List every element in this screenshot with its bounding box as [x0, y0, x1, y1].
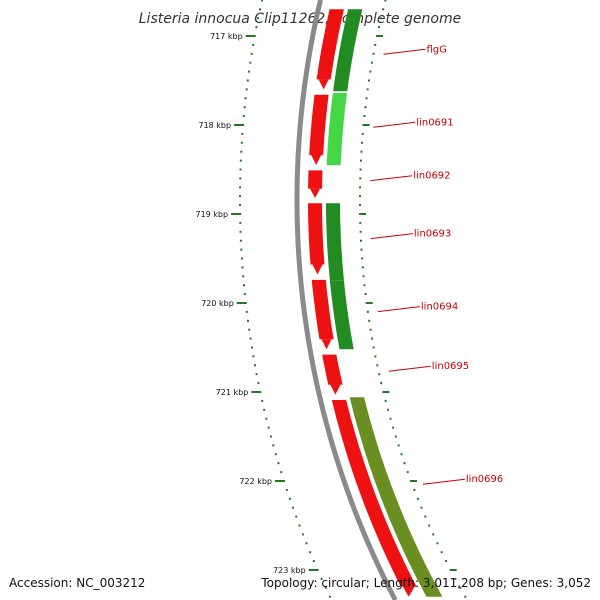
label-leader [388, 365, 431, 372]
reverse-gene-flgG [333, 9, 363, 92]
gene-label-lin0692[interactable]: lin0692 [413, 171, 450, 182]
label-leader [383, 48, 426, 55]
scale-ticks: 717 kbp 718 kbp 719 kbp 720 kbp 721 kbp 722 k… [195, 0, 467, 598]
forward-gene [322, 354, 343, 385]
label-leader [370, 233, 413, 240]
reverse-gene-lin0693 [326, 203, 344, 281]
tick-label: 717 kbp [210, 32, 243, 41]
reverse-gene-lin0696 [349, 397, 443, 597]
reverse-gene-lin0691 [326, 93, 347, 166]
forward-gene-head [310, 188, 321, 198]
tick-label: 722 kbp [239, 477, 272, 486]
label-leader [422, 478, 465, 485]
gene-label-lin0693[interactable]: lin0693 [414, 229, 451, 240]
tick-label: 721 kbp [216, 388, 249, 397]
forward-gene-head [330, 384, 341, 395]
label-leader [373, 121, 416, 128]
forward-gene [308, 203, 325, 265]
genome-backbone [294, 0, 398, 600]
forward-gene [308, 170, 323, 189]
forward-gene-head [312, 264, 323, 275]
gene-label-lin0696[interactable]: lin0696 [466, 474, 503, 485]
forward-gene [309, 94, 329, 156]
tick-label: 718 kbp [198, 121, 231, 130]
tick-label: 723 kbp [273, 566, 306, 575]
label-leader [370, 175, 413, 182]
tick-label: 720 kbp [201, 299, 234, 308]
accession-text: Accession: NC_003212 [9, 576, 146, 590]
reverse-strand-genes [326, 9, 443, 597]
tick-label: 719 kbp [195, 210, 228, 219]
forward-gene-head [311, 155, 322, 166]
label-leader [377, 306, 420, 313]
forward-gene [331, 400, 417, 587]
forward-gene [311, 279, 334, 340]
forward-gene-head [318, 79, 329, 90]
topology-text: Topology: circular; Length: 3,011,208 bp… [261, 576, 591, 590]
forward-strand-genes [308, 9, 417, 597]
forward-gene [316, 9, 344, 80]
gene-label-lin0695[interactable]: lin0695 [432, 361, 469, 372]
gene-label-lin0694[interactable]: lin0694 [421, 302, 458, 313]
forward-gene-head [402, 586, 415, 597]
gene-label-lin0691[interactable]: lin0691 [416, 117, 453, 128]
gene-label-flgG[interactable]: flgG [427, 44, 447, 55]
forward-gene-head [321, 339, 332, 350]
reverse-gene-lin0694 [329, 280, 354, 350]
map-title: Listeria innocua Clip11262, complete gen… [139, 11, 461, 27]
gene-labels: flgG lin0691 lin0692 lin0693 lin0694 lin0695 l… [370, 44, 503, 485]
